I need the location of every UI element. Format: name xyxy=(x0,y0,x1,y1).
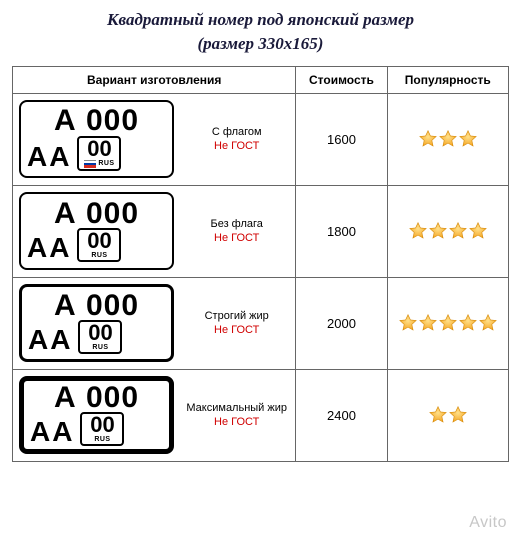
cell-popularity xyxy=(387,369,508,461)
plate-rus-label: RUS xyxy=(91,252,107,259)
cost-value: 1800 xyxy=(327,224,356,239)
table-row: А 000 АА 00 RUS С флагом Не ГОСТ 1600 xyxy=(13,93,509,185)
plate-region-box: 00 RUS xyxy=(77,136,121,171)
star-icon xyxy=(478,313,498,333)
plate-rus-label: RUS xyxy=(94,436,110,443)
title-line-1: Квадратный номер под японский размер xyxy=(12,8,509,32)
variant-note: Не ГОСТ xyxy=(182,415,291,429)
cell-variant: А 000 АА 00 RUS С флагом Не ГОСТ xyxy=(13,93,296,185)
title-line-2: (размер 330х165) xyxy=(12,32,509,56)
star-rating xyxy=(392,405,504,425)
plate-region-box: 00 RUS xyxy=(77,228,121,262)
cell-popularity xyxy=(387,93,508,185)
cost-value: 2400 xyxy=(327,408,356,423)
cost-value: 2000 xyxy=(327,316,356,331)
star-icon xyxy=(408,221,428,241)
cell-variant: А 000 АА 00 RUS Без флага Не ГОСТ xyxy=(13,185,296,277)
plate-region-box: 00 RUS xyxy=(80,412,124,446)
star-icon xyxy=(458,129,478,149)
license-plate: А 000 АА 00 RUS xyxy=(19,192,174,270)
star-icon xyxy=(428,221,448,241)
watermark: Avito xyxy=(469,514,507,532)
star-icon xyxy=(418,129,438,149)
variant-note: Не ГОСТ xyxy=(182,231,291,245)
col-header-variant: Вариант изготовления xyxy=(13,66,296,93)
star-rating xyxy=(392,221,504,241)
cell-popularity xyxy=(387,277,508,369)
pricing-table: Вариант изготовления Стоимость Популярно… xyxy=(12,66,509,462)
variant-description: Без флага Не ГОСТ xyxy=(182,217,291,246)
variant-name: С флагом xyxy=(182,125,291,139)
plate-region-code: 00 xyxy=(87,230,111,252)
plate-row1: А 000 xyxy=(27,200,166,229)
star-icon xyxy=(438,313,458,333)
plate-row2-letters: АА xyxy=(27,234,71,262)
star-icon xyxy=(438,129,458,149)
variant-description: Максимальный жир Не ГОСТ xyxy=(182,401,291,430)
star-icon xyxy=(428,405,448,425)
plate-row2-letters: АА xyxy=(30,418,74,446)
cell-variant: А 000 АА 00 RUS Строгий жир Не ГОСТ xyxy=(13,277,296,369)
cell-cost: 1600 xyxy=(296,93,387,185)
star-icon xyxy=(458,313,478,333)
variant-name: Строгий жир xyxy=(182,309,291,323)
star-icon xyxy=(468,221,488,241)
plate-row2-letters: АА xyxy=(28,326,72,354)
star-icon xyxy=(418,313,438,333)
flag-icon xyxy=(84,160,96,168)
table-row: А 000 АА 00 RUS Максимальный жир Не ГОСТ… xyxy=(13,369,509,461)
license-plate: А 000 АА 00 RUS xyxy=(19,284,174,362)
page-title: Квадратный номер под японский размер (ра… xyxy=(12,8,509,56)
plate-row1: А 000 xyxy=(28,292,165,321)
plate-region-code: 00 xyxy=(87,138,111,160)
plate-row1: А 000 xyxy=(30,384,163,413)
star-icon xyxy=(448,221,468,241)
plate-region-box: 00 RUS xyxy=(78,320,122,354)
plate-region-code: 00 xyxy=(90,414,114,436)
variant-note: Не ГОСТ xyxy=(182,323,291,337)
plate-row1: А 000 xyxy=(27,107,166,136)
cell-cost: 1800 xyxy=(296,185,387,277)
table-row: А 000 АА 00 RUS Строгий жир Не ГОСТ 2000 xyxy=(13,277,509,369)
variant-name: Максимальный жир xyxy=(182,401,291,415)
cell-cost: 2400 xyxy=(296,369,387,461)
star-icon xyxy=(398,313,418,333)
variant-note: Не ГОСТ xyxy=(182,139,291,153)
plate-row2-letters: АА xyxy=(27,143,71,171)
variant-description: Строгий жир Не ГОСТ xyxy=(182,309,291,338)
variant-description: С флагом Не ГОСТ xyxy=(182,125,291,154)
star-icon xyxy=(448,405,468,425)
license-plate: А 000 АА 00 RUS xyxy=(19,376,174,454)
plate-region-code: 00 xyxy=(88,322,112,344)
license-plate: А 000 АА 00 RUS xyxy=(19,100,174,178)
star-rating xyxy=(392,313,504,333)
variant-name: Без флага xyxy=(182,217,291,231)
cell-variant: А 000 АА 00 RUS Максимальный жир Не ГОСТ xyxy=(13,369,296,461)
cell-popularity xyxy=(387,185,508,277)
plate-rus-label: RUS xyxy=(98,160,114,167)
col-header-popularity: Популярность xyxy=(387,66,508,93)
cell-cost: 2000 xyxy=(296,277,387,369)
star-rating xyxy=(392,129,504,149)
cost-value: 1600 xyxy=(327,132,356,147)
col-header-cost: Стоимость xyxy=(296,66,387,93)
plate-rus-label: RUS xyxy=(92,344,108,351)
table-row: А 000 АА 00 RUS Без флага Не ГОСТ 1800 xyxy=(13,185,509,277)
table-header-row: Вариант изготовления Стоимость Популярно… xyxy=(13,66,509,93)
